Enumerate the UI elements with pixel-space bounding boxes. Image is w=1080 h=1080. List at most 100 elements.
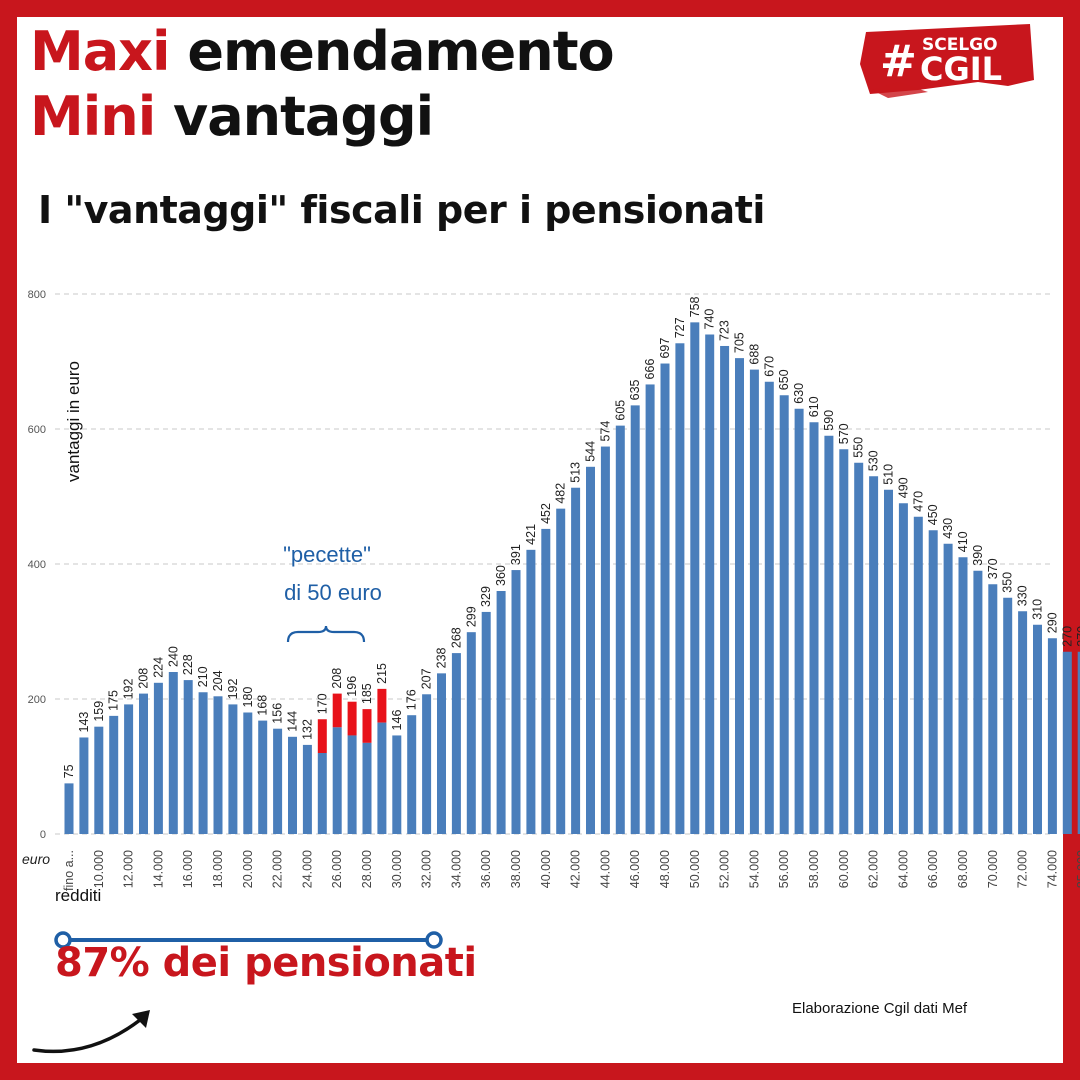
- bar-value-label: 180: [241, 687, 255, 708]
- bar: [1033, 624, 1042, 834]
- range-start-dot: [54, 931, 72, 949]
- bar: [779, 395, 789, 834]
- bar: [1062, 651, 1072, 834]
- bar: [600, 446, 610, 834]
- bar: [824, 435, 834, 834]
- bar-value-label: 650: [777, 369, 791, 390]
- bar: [302, 744, 312, 834]
- bar-value-label: 240: [166, 646, 180, 667]
- bar: [854, 462, 864, 834]
- bar-value-label: 299: [464, 606, 478, 627]
- chart-y-ticks: 0 200 400 600 800: [28, 289, 46, 841]
- bar-value-label: 228: [181, 654, 195, 675]
- bar: [109, 715, 119, 834]
- x-tick-label: 36.000: [479, 850, 493, 888]
- bar-value-label: 175: [107, 690, 121, 711]
- bar: [243, 712, 253, 834]
- bar-value-label: 196: [345, 676, 359, 697]
- bar: [437, 673, 446, 834]
- bar-value-label: 370: [986, 558, 1000, 579]
- bar-value-label: 270: [1075, 626, 1080, 647]
- x-tick-label: 16.000: [181, 850, 195, 888]
- bar-patch-segment: [347, 701, 357, 736]
- bar: [735, 358, 744, 834]
- bar-value-label: 410: [956, 531, 970, 552]
- bar: [526, 549, 536, 834]
- x-tick-label: 28.000: [360, 850, 374, 888]
- bar: [273, 728, 283, 834]
- bar: [317, 753, 327, 834]
- bar: [630, 405, 640, 834]
- title-line-2: Mini vantaggi: [30, 85, 434, 148]
- bar: [958, 557, 968, 834]
- bar: [1003, 597, 1013, 834]
- bar-value-label: 224: [151, 657, 165, 678]
- source-note: Elaborazione Cgil dati Mef: [792, 1000, 968, 1017]
- x-tick-label: 74.000: [1045, 850, 1059, 888]
- bar-value-label: 270: [1060, 626, 1074, 647]
- x-tick-label: 60.000: [837, 850, 851, 888]
- bar: [675, 343, 685, 834]
- x-tick-label: 18.000: [211, 850, 225, 888]
- x-tick-label: 24.000: [300, 850, 314, 888]
- scelgo-cgil-logo: # SCELGO CGIL: [860, 24, 1034, 98]
- bar: [94, 726, 104, 834]
- annotation-brace: [286, 625, 366, 643]
- bar-value-label: 666: [643, 359, 657, 380]
- y-tick-label: 200: [28, 694, 46, 706]
- bar-value-label: 208: [330, 668, 344, 689]
- bar: [913, 516, 923, 834]
- bar-patch-segment: [377, 688, 387, 723]
- x-tick-label: 62.000: [867, 850, 881, 888]
- bar-value-label: 530: [867, 450, 881, 471]
- x-tick-label: 20.000: [241, 850, 255, 888]
- bar: [898, 503, 908, 834]
- bar-value-label: 421: [524, 524, 538, 545]
- bar: [288, 736, 297, 834]
- bar-value-label: 574: [598, 421, 612, 442]
- x-tick-label: 68.000: [956, 850, 970, 888]
- bar: [1077, 651, 1080, 834]
- bar: [139, 693, 148, 834]
- bar-value-label: 727: [673, 317, 687, 338]
- x-tick-label: 34.000: [449, 850, 463, 888]
- bar: [377, 722, 387, 834]
- x-tick-label: 64.000: [896, 850, 910, 888]
- bar: [1047, 638, 1057, 834]
- x-tick-label: 46.000: [628, 850, 642, 888]
- bar: [764, 381, 774, 834]
- y-tick-label: 400: [28, 559, 46, 571]
- bar-value-label: 170: [315, 693, 329, 714]
- bar-value-label: 192: [226, 678, 240, 699]
- title-line-1: Maxi emendamento: [30, 20, 615, 83]
- bar-value-label: 290: [1045, 612, 1059, 633]
- bar: [720, 345, 730, 834]
- bar: [64, 783, 74, 834]
- x-tick-label: 40.000: [539, 850, 553, 888]
- bar-value-label: 697: [658, 338, 672, 359]
- bar-value-label: 590: [822, 410, 836, 431]
- x-tick-label: 70.000: [986, 850, 1000, 888]
- bar: [511, 570, 521, 834]
- x-tick-label: 44.000: [598, 850, 612, 888]
- x-tick-label: 26.000: [330, 850, 344, 888]
- bar: [884, 489, 893, 834]
- x-tick-label: 38.000: [509, 850, 523, 888]
- bar: [660, 363, 670, 834]
- bar: [615, 425, 625, 834]
- bar-value-label: 238: [435, 647, 449, 668]
- bar-value-label: 310: [1031, 599, 1045, 620]
- bar: [198, 692, 208, 834]
- bar-patch-segment: [317, 719, 327, 753]
- bar-value-label: 215: [375, 663, 389, 684]
- bar-value-label: 207: [420, 668, 434, 689]
- bar: [496, 591, 506, 834]
- bar-value-label: 204: [211, 670, 225, 691]
- bar: [794, 408, 804, 834]
- bar-value-label: 482: [554, 483, 568, 504]
- bar: [705, 334, 715, 834]
- x-tick-label: 52.000: [718, 850, 732, 888]
- bar-value-label: 268: [449, 627, 463, 648]
- x-axis-label: euro: [22, 851, 50, 867]
- bar-value-label: 391: [509, 544, 523, 565]
